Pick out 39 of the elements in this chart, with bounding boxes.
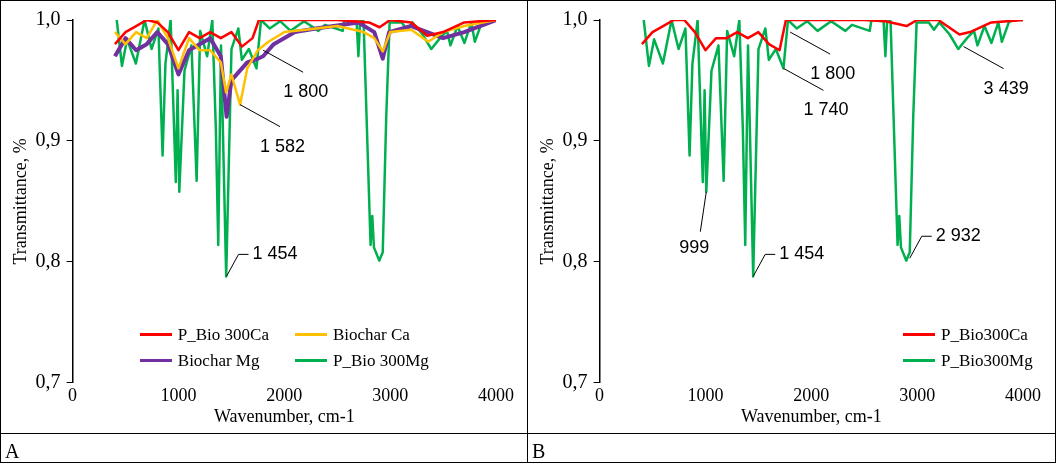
x-tick-label: 2000 — [266, 385, 303, 406]
annotation: 1 800 — [810, 63, 856, 84]
y-tick-label: 1,0 — [35, 7, 61, 30]
y-tick-label: 0,8 — [35, 249, 61, 272]
y-axis-title: Transmittance, % — [9, 138, 30, 265]
annotation: 999 — [679, 236, 710, 257]
legend-label: P_Bio300Mg — [941, 350, 1033, 371]
x-tick-label: 3000 — [899, 385, 936, 406]
y-tick-label: 1,0 — [562, 7, 588, 30]
text: A — [0, 434, 528, 463]
x-axis-title: Wavenumber, cm-1 — [213, 405, 355, 426]
x-tick-label: 3000 — [372, 385, 409, 406]
x-tick-label: 2000 — [793, 385, 830, 406]
y-axis-title: Transmittance, % — [536, 138, 557, 265]
text: B — [527, 434, 1056, 463]
annotation: 1 454 — [252, 243, 298, 264]
legend-label: Biochar Mg — [177, 350, 260, 371]
y-tick-label: 0,7 — [562, 370, 588, 393]
annotation: 2 932 — [935, 225, 981, 246]
x-tick-label: 0 — [595, 385, 605, 406]
y-tick-label: 0,8 — [562, 249, 588, 272]
y-tick-label: 0,7 — [35, 370, 61, 393]
legend-label: P_Bio 300Mg — [332, 350, 429, 371]
y-tick-label: 0,9 — [35, 128, 61, 151]
x-tick-label: 4000 — [1005, 385, 1041, 406]
x-axis-title: Wavenumber, cm-1 — [740, 405, 882, 426]
x-tick-label: 0 — [68, 385, 78, 406]
x-tick-label: 4000 — [478, 385, 514, 406]
legend-label: P_Bio300Ca — [941, 324, 1028, 345]
legend-label: Biochar Ca — [332, 324, 410, 345]
annotation: 1 582 — [260, 135, 306, 156]
annotation: 1 800 — [283, 81, 329, 102]
annotation: 3 439 — [983, 77, 1029, 98]
y-tick-label: 0,9 — [562, 128, 588, 151]
legend-label: P_Bio 300Ca — [177, 324, 269, 345]
annotation: 1 740 — [803, 99, 849, 120]
annotation: 1 454 — [779, 243, 825, 264]
x-tick-label: 1000 — [160, 385, 197, 406]
x-tick-label: 1000 — [687, 385, 724, 406]
